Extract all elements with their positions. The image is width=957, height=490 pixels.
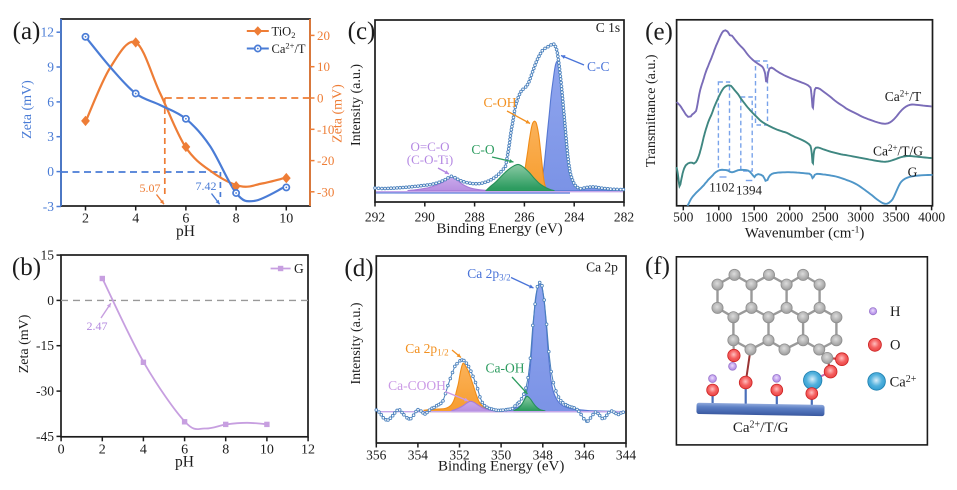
svg-text:8: 8 <box>222 442 229 457</box>
svg-text:1500: 1500 <box>741 209 768 224</box>
svg-text:0: 0 <box>317 91 324 106</box>
svg-text:1000: 1000 <box>705 209 732 224</box>
svg-text:4: 4 <box>132 212 139 227</box>
svg-text:0: 0 <box>47 164 54 179</box>
svg-text:Ca-OH: Ca-OH <box>486 361 525 376</box>
svg-text:4: 4 <box>140 442 147 457</box>
svg-text:1102: 1102 <box>709 180 735 195</box>
svg-text:H: H <box>890 304 901 320</box>
svg-text:-3: -3 <box>43 199 54 214</box>
svg-text:Ca-COOH: Ca-COOH <box>388 378 446 393</box>
svg-text:-45: -45 <box>36 429 54 444</box>
svg-text:10: 10 <box>260 442 274 457</box>
svg-text:7.42: 7.42 <box>196 179 217 193</box>
svg-text:12: 12 <box>301 442 315 457</box>
svg-text:(a): (a) <box>13 18 41 45</box>
svg-text:pH: pH <box>175 453 194 470</box>
svg-text:Ca2+/T/G: Ca2+/T/G <box>733 420 789 437</box>
svg-text:-15: -15 <box>36 338 54 353</box>
svg-text:Intensity (a.u.): Intensity (a.u.) <box>349 302 364 384</box>
svg-text:2500: 2500 <box>812 209 839 224</box>
svg-text:pH: pH <box>176 223 195 240</box>
svg-text:Ca 2p: Ca 2p <box>586 260 618 275</box>
svg-text:2: 2 <box>99 442 106 457</box>
svg-text:0: 0 <box>47 293 54 308</box>
svg-text:6: 6 <box>47 94 54 109</box>
svg-text:(c): (c) <box>348 18 376 45</box>
svg-text:C-C: C-C <box>587 59 610 74</box>
svg-text:-30: -30 <box>317 184 334 199</box>
svg-text:Binding Energy (eV): Binding Energy (eV) <box>438 459 564 475</box>
svg-text:282: 282 <box>614 210 634 225</box>
svg-text:12: 12 <box>41 25 55 40</box>
svg-text:15: 15 <box>41 248 55 263</box>
svg-text:Transmittance (a.u.): Transmittance (a.u.) <box>644 54 659 167</box>
svg-text:Zeta (mV): Zeta (mV) <box>331 84 346 143</box>
svg-text:346: 346 <box>574 448 595 463</box>
svg-text:G: G <box>294 261 304 276</box>
svg-text:3000: 3000 <box>847 209 874 224</box>
svg-text:(b): (b) <box>12 254 41 281</box>
svg-text:9: 9 <box>47 60 54 75</box>
svg-text:C 1s: C 1s <box>596 20 620 35</box>
svg-text:(f): (f) <box>645 253 670 280</box>
svg-text:5.07: 5.07 <box>140 181 161 195</box>
svg-text:1394: 1394 <box>736 183 763 198</box>
svg-text:Zeta (mV): Zeta (mV) <box>17 314 32 373</box>
svg-text:0: 0 <box>58 442 65 457</box>
svg-text:Zeta (mV): Zeta (mV) <box>20 80 35 139</box>
svg-text:C-O: C-O <box>471 142 495 157</box>
svg-text:(C-O-Ti): (C-O-Ti) <box>407 152 453 167</box>
svg-text:Intensity (a.u.): Intensity (a.u.) <box>349 64 364 146</box>
svg-text:354: 354 <box>408 448 429 463</box>
svg-text:20: 20 <box>317 28 330 43</box>
svg-text:3500: 3500 <box>883 209 910 224</box>
svg-text:(d): (d) <box>344 255 373 282</box>
svg-text:-20: -20 <box>317 153 334 168</box>
svg-text:2.47: 2.47 <box>87 319 108 333</box>
svg-text:-30: -30 <box>36 384 54 399</box>
svg-text:C-OH: C-OH <box>484 95 517 110</box>
svg-text:344: 344 <box>616 448 637 463</box>
svg-text:292: 292 <box>365 210 385 225</box>
svg-text:290: 290 <box>415 210 436 225</box>
svg-text:Wavenumber (cm-1): Wavenumber (cm-1) <box>745 225 865 241</box>
svg-text:Binding Energy (eV): Binding Energy (eV) <box>436 221 562 237</box>
svg-text:4000: 4000 <box>918 209 945 224</box>
svg-text:10: 10 <box>279 212 293 227</box>
svg-text:284: 284 <box>564 210 585 225</box>
svg-text:10: 10 <box>317 59 330 74</box>
svg-text:G: G <box>908 165 918 180</box>
svg-text:(e): (e) <box>645 19 673 46</box>
svg-text:2000: 2000 <box>776 209 803 224</box>
svg-text:356: 356 <box>366 448 387 463</box>
svg-text:8: 8 <box>233 212 240 227</box>
svg-text:2: 2 <box>82 212 89 227</box>
svg-text:Ca2+/T/G: Ca2+/T/G <box>873 143 923 159</box>
svg-text:500: 500 <box>673 209 694 224</box>
svg-text:O: O <box>890 338 900 354</box>
svg-text:3: 3 <box>47 129 54 144</box>
